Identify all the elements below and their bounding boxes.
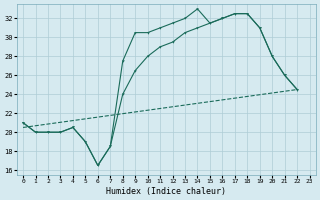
X-axis label: Humidex (Indice chaleur): Humidex (Indice chaleur) [106,187,226,196]
